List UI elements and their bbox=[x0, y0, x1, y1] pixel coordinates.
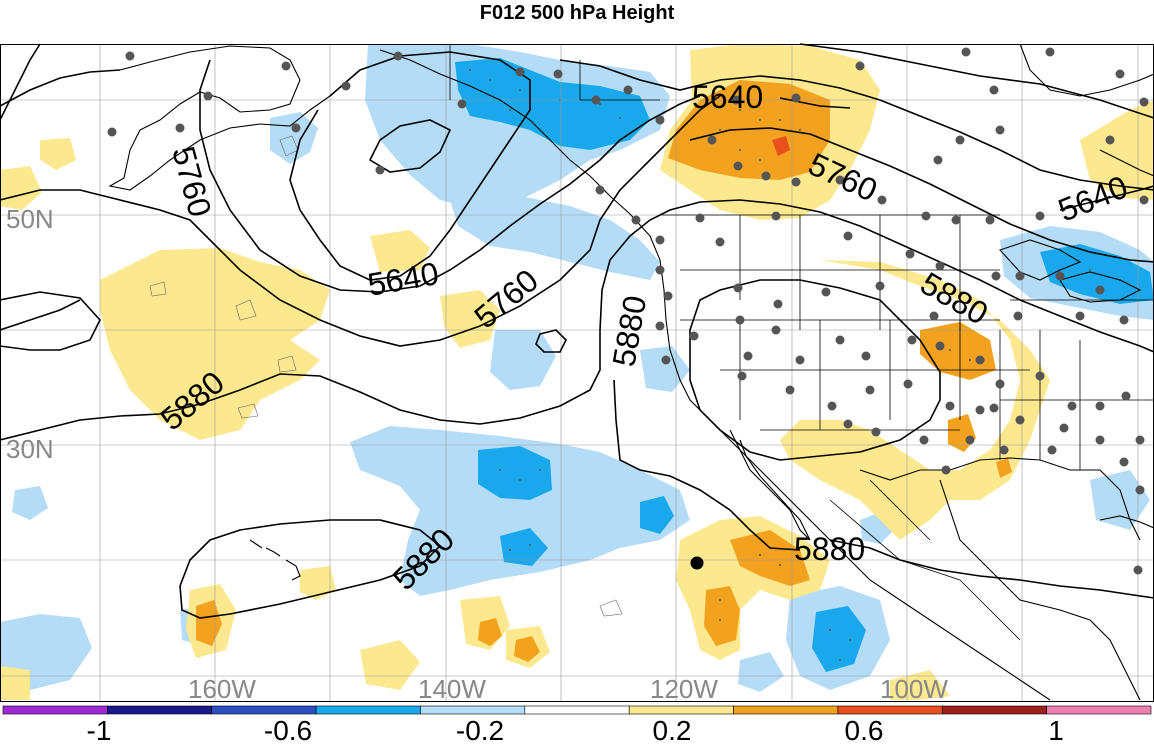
graticule bbox=[0, 44, 1154, 702]
colorbar-tick-label: -0.2 bbox=[456, 715, 504, 742]
latitude-label: 30N bbox=[6, 434, 54, 464]
axis-labels: 50N 30N 160W 140W 120W 100W bbox=[6, 204, 948, 704]
positive-anomaly-strong bbox=[772, 136, 790, 156]
colorbar-segment bbox=[315, 705, 421, 715]
colorbar-segment bbox=[837, 705, 943, 715]
contour-label: 5640 bbox=[692, 79, 763, 115]
contour-label: 5880 bbox=[794, 531, 865, 567]
colorbar-tick-label: -0.6 bbox=[264, 715, 312, 742]
longitude-label: 140W bbox=[418, 674, 486, 704]
stippling bbox=[469, 69, 1121, 661]
colorbar-tick-labels: -1 -0.6 -0.2 0.2 0.6 1 bbox=[87, 715, 1064, 746]
colorbar-segment bbox=[107, 705, 213, 715]
latitude-label: 50N bbox=[6, 204, 54, 234]
colorbar-tick-label: -1 bbox=[87, 715, 112, 742]
height-contours bbox=[0, 43, 1154, 619]
coastlines bbox=[108, 43, 1154, 701]
colorbar-segment bbox=[733, 705, 839, 715]
station-markers bbox=[107, 47, 1149, 575]
longitude-label: 120W bbox=[650, 674, 718, 704]
colorbar-tick-label: 0.6 bbox=[845, 715, 884, 742]
colorbar-segment bbox=[211, 705, 317, 715]
highlighted-station-marker bbox=[690, 556, 704, 570]
colorbar-segment bbox=[1046, 705, 1152, 715]
political-boundaries bbox=[449, 44, 1154, 641]
colorbar-tick-label: 1 bbox=[1048, 715, 1064, 742]
colorbar-segment bbox=[941, 705, 1047, 715]
colorbar-tick-label: 0.2 bbox=[653, 715, 692, 742]
map-title: F012 500 hPa Height bbox=[479, 2, 675, 24]
colorbar-segment bbox=[420, 705, 526, 715]
colorbar-segment bbox=[524, 705, 630, 715]
colorbar-segment bbox=[2, 705, 108, 715]
colorbar bbox=[2, 705, 1152, 715]
longitude-label: 100W bbox=[880, 674, 948, 704]
longitude-label: 160W bbox=[188, 674, 256, 704]
colorbar-segment bbox=[628, 705, 734, 715]
